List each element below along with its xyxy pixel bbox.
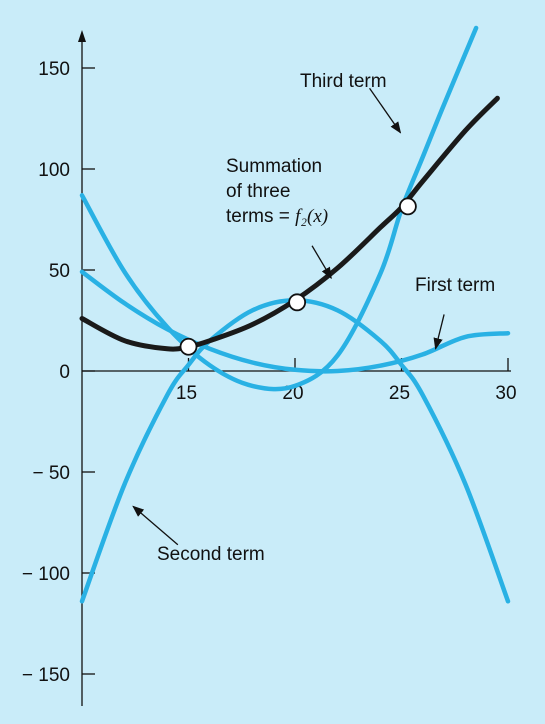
third-term-label: Third term	[300, 71, 387, 92]
summation-label-line1: Summation	[226, 156, 322, 177]
markers	[179, 197, 417, 356]
second-term-label: Second term	[157, 544, 265, 565]
y-tick-label: − 100	[22, 564, 70, 585]
summation-label-line3: terms = f₂(x)	[226, 206, 328, 227]
y-tick-label: 100	[38, 160, 70, 181]
y-axis-arrow	[78, 30, 86, 42]
intersection-marker	[398, 197, 417, 216]
intersection-marker	[288, 293, 307, 312]
annotation-arrow	[369, 87, 402, 134]
y-tick-label: 50	[49, 261, 70, 282]
y-tick-label: − 150	[22, 665, 70, 686]
summation-label-line2: of three	[226, 181, 290, 202]
first-term-label: First term	[415, 275, 495, 296]
annotation-arrow	[311, 245, 332, 280]
y-tick-label: − 50	[32, 463, 70, 484]
annotation-arrows	[132, 87, 445, 546]
y-tick-label: 150	[38, 59, 70, 80]
third-term-curve	[79, 25, 479, 392]
x-tick-label: 15	[176, 383, 197, 404]
annotation-arrow	[132, 505, 179, 546]
x-tick-label: 30	[495, 383, 516, 404]
intersection-marker	[179, 337, 198, 356]
x-tick-label: 25	[389, 383, 410, 404]
y-tick-label: 0	[59, 362, 70, 383]
annotation-arrow	[433, 314, 445, 350]
